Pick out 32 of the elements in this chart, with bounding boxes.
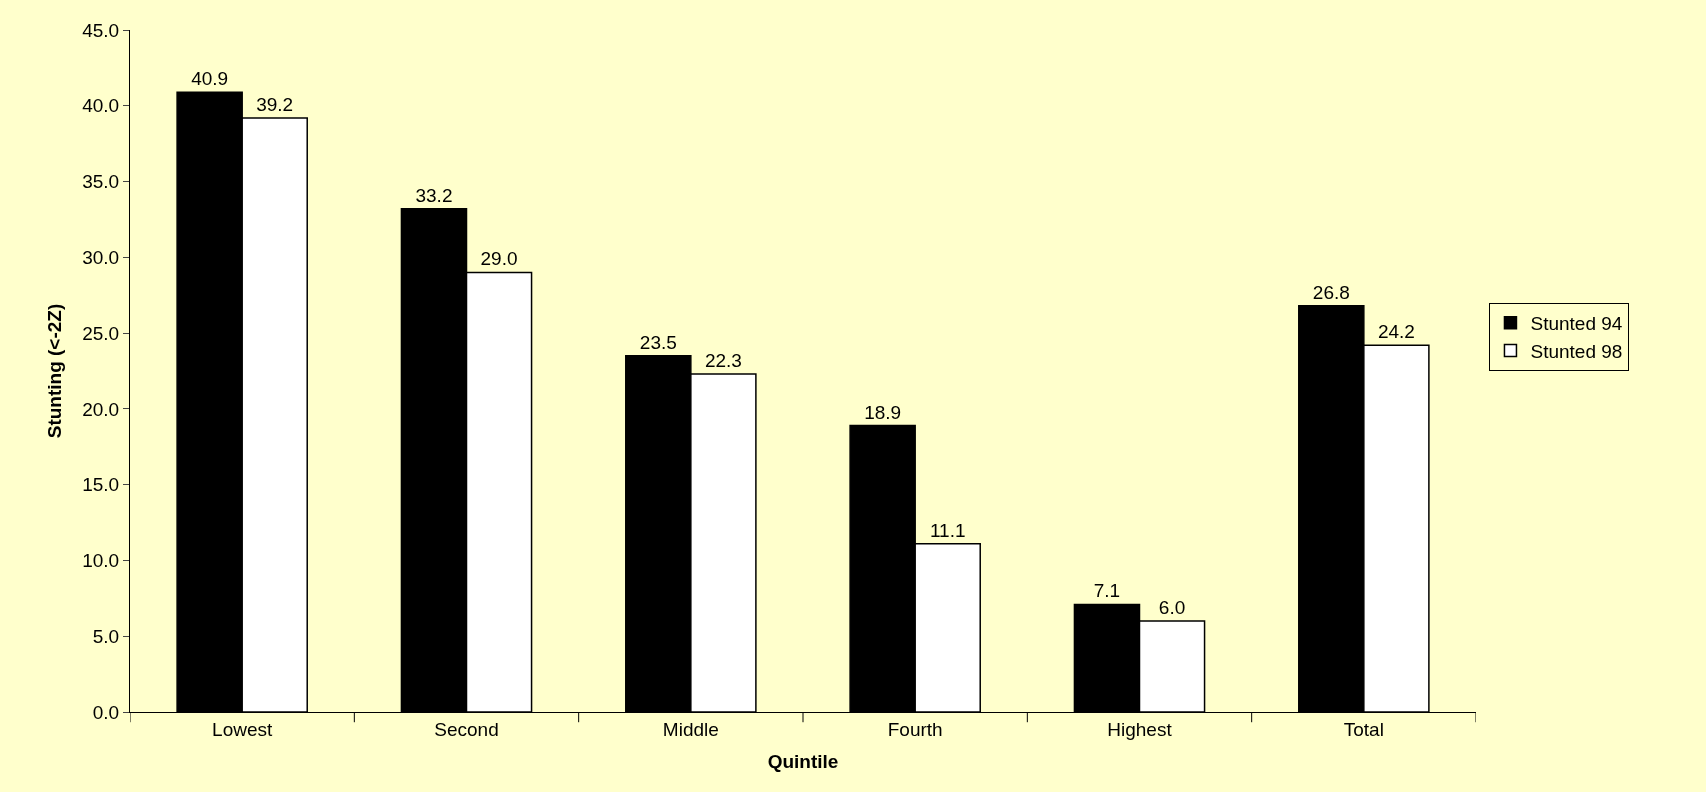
y-tick-label: 45.0 (82, 19, 120, 41)
data-label: 26.8 (1312, 281, 1350, 303)
y-tick-label: 25.0 (82, 322, 120, 344)
y-tick-label: 30.0 (82, 246, 120, 268)
legend-label: Stunted 94 (1530, 313, 1623, 335)
x-tick-label: Middle (662, 718, 719, 740)
x-tick-label: Lowest (212, 718, 273, 740)
legend-label: Stunted 98 (1530, 340, 1623, 362)
data-label: 11.1 (929, 519, 966, 541)
y-tick-label: 10.0 (82, 550, 120, 572)
x-tick-label: Highest (1107, 718, 1173, 740)
data-label: 23.5 (639, 331, 677, 353)
x-tick-label: Fourth (887, 718, 943, 740)
data-label: 18.9 (864, 401, 902, 423)
data-label: 6.0 (1158, 597, 1186, 619)
data-label: 33.2 (415, 184, 453, 206)
x-axis-title: Quintile (767, 750, 839, 772)
y-tick-label: 35.0 (82, 171, 120, 193)
y-tick-label: 15.0 (82, 474, 120, 496)
data-label: 29.0 (480, 248, 518, 270)
x-tick-label: Second (434, 718, 499, 740)
y-tick-label: 0.0 (92, 701, 120, 723)
data-label: 7.1 (1093, 580, 1121, 602)
data-label: 39.2 (256, 93, 294, 115)
x-tick-label: Total (1343, 718, 1384, 740)
data-label: 24.2 (1377, 321, 1415, 343)
data-label: 22.3 (704, 350, 742, 372)
y-tick-label: 20.0 (82, 398, 120, 420)
y-tick-label: 5.0 (92, 625, 120, 647)
y-tick-label: 40.0 (82, 95, 120, 117)
data-label: 40.9 (191, 68, 229, 90)
y-axis-title: Stunting (<-2Z) (44, 303, 66, 439)
